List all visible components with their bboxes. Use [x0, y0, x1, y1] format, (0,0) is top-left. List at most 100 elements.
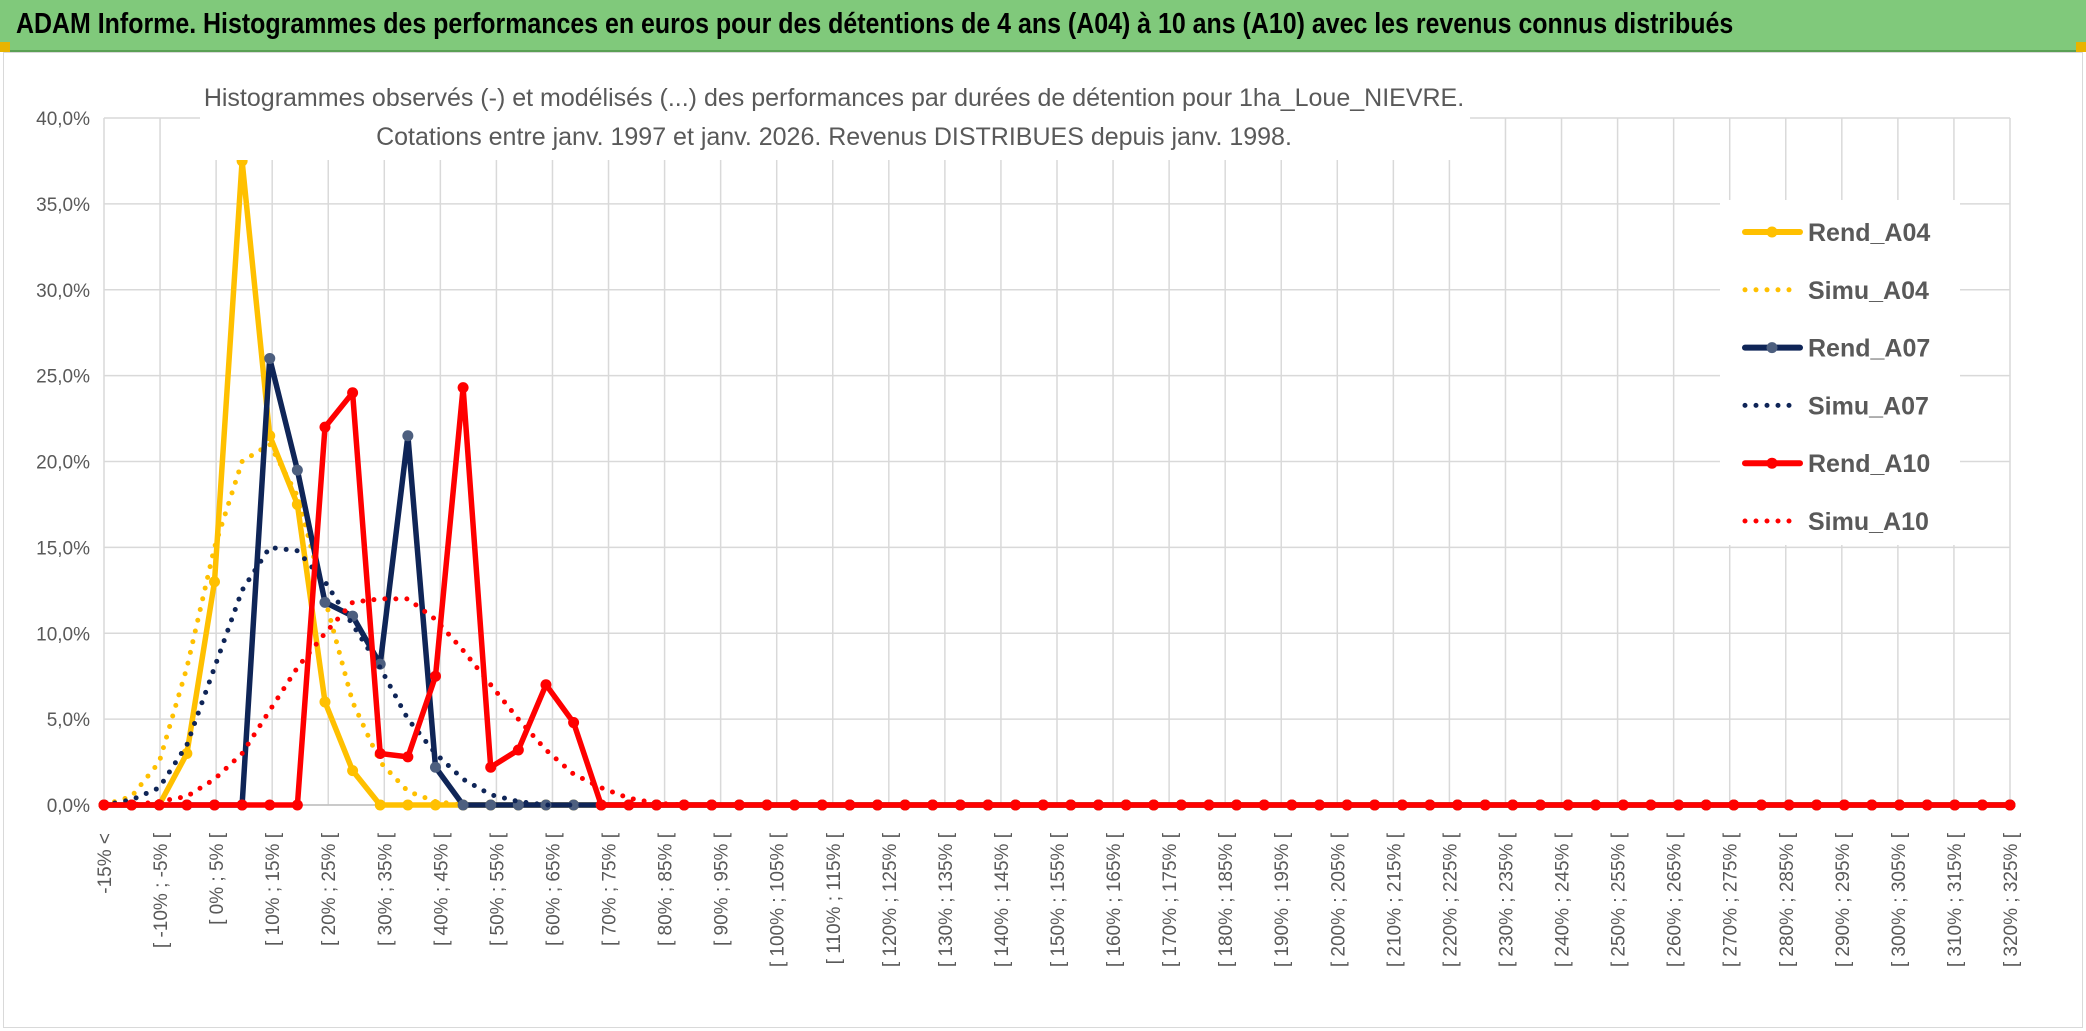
x-tick-label: [ 240% ; 245% [: [1553, 832, 1574, 967]
data-point: [540, 679, 552, 691]
data-point: [954, 799, 966, 811]
data-point: [181, 747, 193, 759]
legend-label: Rend_A10: [1808, 450, 1930, 478]
data-point: [733, 799, 745, 811]
data-point: [374, 747, 386, 759]
x-tick-label: [ 310% ; 315% [: [1945, 832, 1966, 967]
data-point: [789, 799, 801, 811]
chart-title-line1: Histogrammes observés (-) et modélisés (…: [204, 84, 1464, 112]
data-point: [1811, 799, 1823, 811]
data-point: [402, 430, 414, 442]
data-point: [1755, 799, 1767, 811]
x-tick-label: [ 230% ; 235% [: [1496, 832, 1517, 967]
x-tick-label: [ 0% ; 5% [: [207, 832, 228, 925]
series-line-rend-a10: [101, 384, 2013, 808]
legend-label: Rend_A04: [1808, 219, 1930, 247]
data-point: [871, 799, 883, 811]
x-tick-label: [ 120% ; 125% [: [880, 832, 901, 967]
data-point: [1369, 799, 1381, 811]
x-tick-label: [ 110% ; 115% [: [824, 832, 845, 964]
x-tick-label: [ 100% ; 105% [: [768, 832, 789, 967]
y-tick-label: 30,0%: [36, 281, 90, 302]
x-tick-label: [ 70% ; 75% [: [600, 832, 621, 946]
data-point: [457, 382, 469, 394]
data-point: [1479, 799, 1491, 811]
x-tick-label: [ 210% ; 215% [: [1384, 832, 1405, 967]
data-point: [429, 670, 441, 682]
legend-label: Simu_A04: [1808, 277, 1929, 305]
legend-marker: [1766, 342, 1778, 354]
data-point: [927, 799, 939, 811]
data-point: [1313, 799, 1325, 811]
x-tick-label: [ 200% ; 205% [: [1328, 832, 1349, 967]
legend-marker: [1766, 457, 1778, 469]
data-point: [347, 387, 359, 399]
x-tick-label: [ 290% ; 295% [: [1833, 832, 1854, 967]
y-tick-label: 0,0%: [47, 796, 90, 817]
x-tick-label: [ 250% ; 255% [: [1609, 832, 1630, 967]
x-tick-label: [ 170% ; 175% [: [1160, 832, 1181, 967]
y-tick-label: 15,0%: [36, 538, 90, 559]
legend-label: Simu_A10: [1808, 508, 1929, 536]
data-point: [429, 761, 441, 773]
data-point: [402, 751, 414, 763]
chart-title-line2: Cotations entre janv. 1997 et janv. 2026…: [376, 123, 1292, 151]
data-point: [568, 799, 580, 811]
data-point: [485, 761, 497, 773]
data-point: [512, 744, 524, 756]
data-point: [1424, 799, 1436, 811]
x-tick-label: [ 130% ; 135% [: [936, 832, 957, 967]
data-point: [429, 799, 441, 811]
data-point: [678, 799, 690, 811]
data-point: [291, 799, 303, 811]
data-point: [1148, 799, 1160, 811]
x-tick-label: [ 60% ; 65% [: [543, 832, 564, 946]
x-tick-label: [ 190% ; 195% [: [1272, 832, 1293, 967]
data-point: [457, 799, 469, 811]
data-point: [319, 696, 331, 708]
y-tick-label: 5,0%: [47, 710, 90, 731]
chart-frame: [3, 52, 2083, 1028]
legend-marker: [1766, 226, 1778, 238]
data-point: [1037, 799, 1049, 811]
x-tick-label: [ 260% ; 265% [: [1665, 832, 1686, 967]
data-point: [485, 799, 497, 811]
data-point: [347, 765, 359, 777]
data-point: [208, 576, 220, 588]
y-tick-label: 10,0%: [36, 624, 90, 645]
data-point: [982, 799, 994, 811]
data-point: [264, 352, 276, 364]
data-point: [319, 421, 331, 433]
x-tick-label: [ 20% ; 25% [: [319, 832, 340, 946]
data-point: [595, 799, 607, 811]
y-axis-ticks: 0,0% 5,0% 10,0% 15,0% 20,0% 25,0% 30,0% 35,0% 40…: [36, 109, 90, 817]
legend: Rend_A04 Simu_A04 Rend_A07 Simu_A07 Rend_A10…: [1720, 200, 1960, 545]
y-tick-label: 20,0%: [36, 453, 90, 474]
corner-marker: [2076, 42, 2086, 52]
data-point: [181, 799, 193, 811]
legend-label: Simu_A07: [1808, 392, 1929, 420]
data-point: [1645, 799, 1657, 811]
data-point: [1866, 799, 1878, 811]
data-point: [1700, 799, 1712, 811]
x-tick-label: [ 40% ; 45% [: [431, 832, 452, 946]
data-point: [208, 799, 220, 811]
data-point: [568, 717, 580, 729]
data-point: [126, 799, 138, 811]
x-tick-label: [ 10% ; 15% [: [263, 832, 284, 946]
x-tick-label: [ 280% ; 285% [: [1777, 832, 1798, 967]
x-tick-label: [ 220% ; 225% [: [1440, 832, 1461, 967]
data-point: [264, 799, 276, 811]
x-tick-label: [ 90% ; 95% [: [712, 832, 733, 946]
data-point: [236, 799, 248, 811]
x-tick-label: [ -10% ; -5% [: [151, 832, 172, 948]
data-point: [1534, 799, 1546, 811]
data-point: [374, 799, 386, 811]
y-tick-label: 40,0%: [36, 109, 90, 130]
y-tick-label: 35,0%: [36, 195, 90, 216]
data-point: [1203, 799, 1215, 811]
chart-title-box: Histogrammes observés (-) et modélisés (…: [200, 76, 1470, 160]
data-point: [623, 799, 635, 811]
data-point: [1976, 799, 1988, 811]
